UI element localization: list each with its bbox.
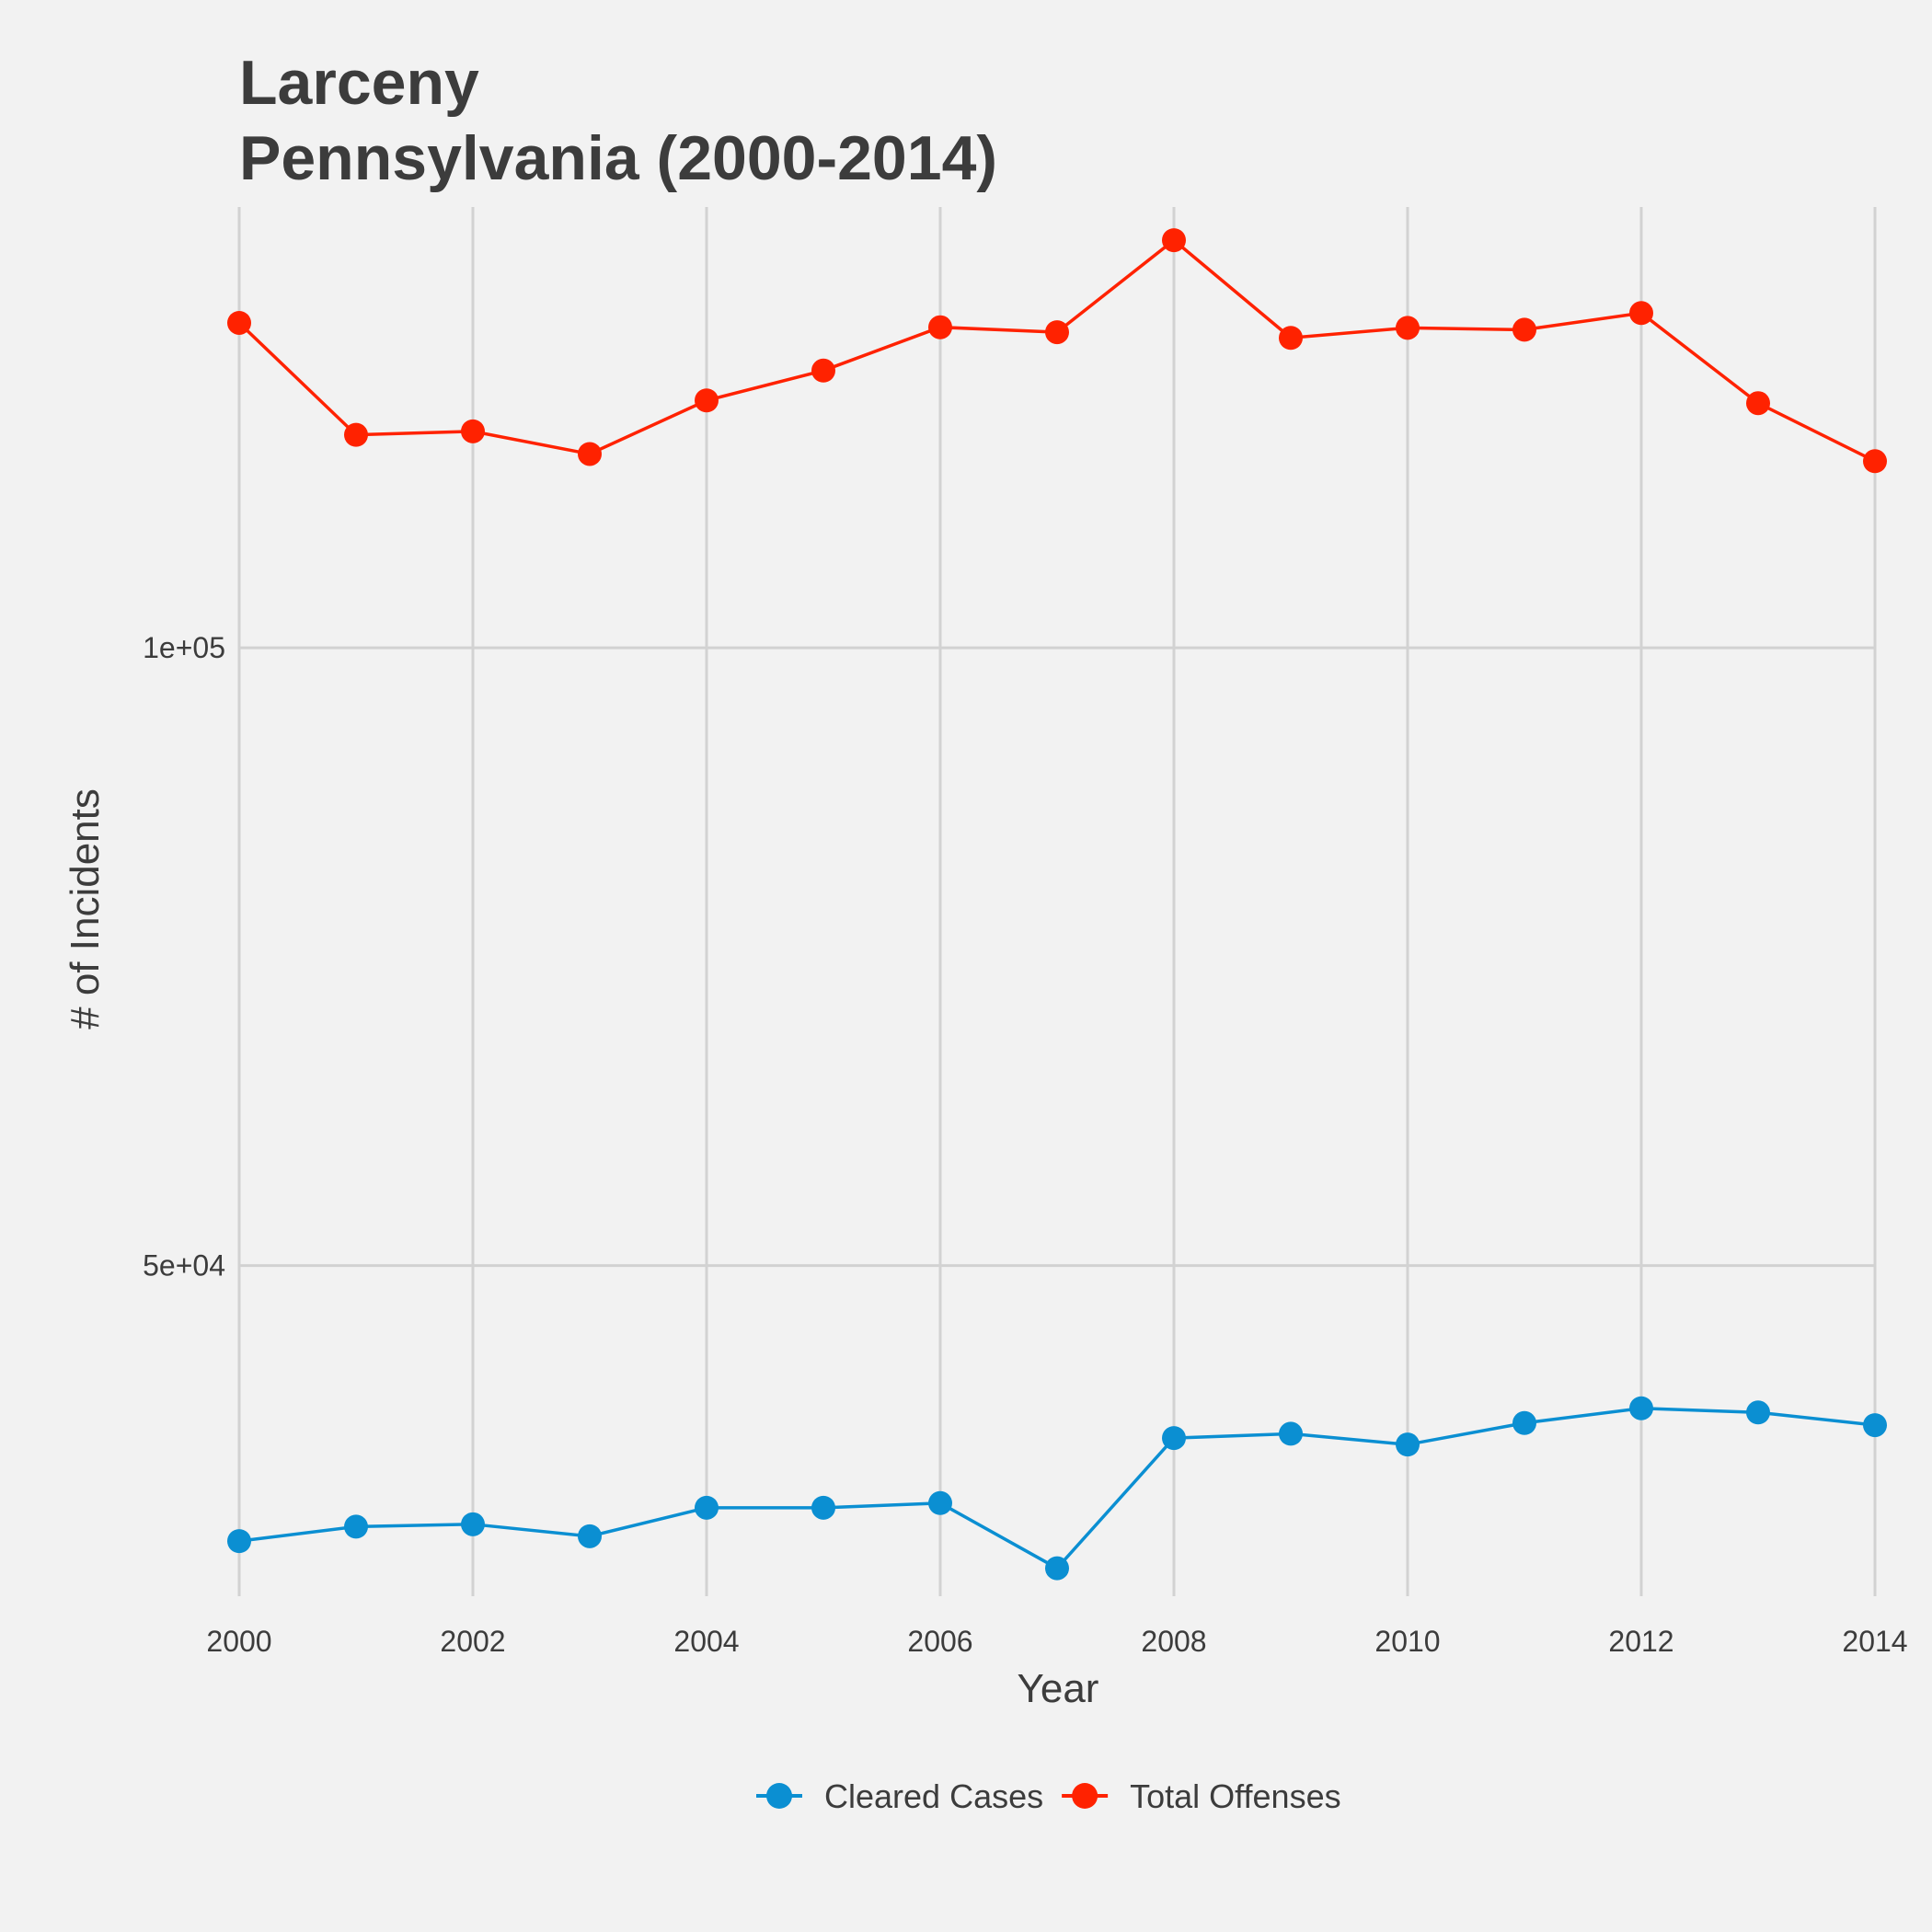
series-1-point-2001	[344, 422, 368, 447]
series-1-point-2012	[1629, 301, 1653, 326]
x-tick-label-2000: 2000	[206, 1625, 271, 1658]
series-0-point-2009	[1279, 1421, 1303, 1446]
series-1-point-2005	[811, 358, 835, 383]
series-1	[227, 228, 1887, 474]
x-axis-title: Year	[1018, 1666, 1099, 1711]
legend-label-0: Cleared Cases	[824, 1777, 1043, 1815]
series-0-point-2013	[1746, 1400, 1770, 1425]
y-axis-title: # of Incidents	[63, 788, 108, 1029]
series-1-point-2010	[1396, 316, 1420, 340]
grid	[237, 207, 1877, 1596]
legend-item-0: Cleared Cases	[756, 1777, 1043, 1815]
legend-key-point-1	[1072, 1783, 1098, 1809]
series-0-point-2008	[1162, 1426, 1186, 1451]
series-line-1	[237, 237, 1876, 463]
series-0-point-2001	[344, 1514, 368, 1539]
chart-title: Larceny Pennsylvania (2000-2014)	[239, 48, 997, 193]
x-tick-label-2010: 2010	[1374, 1625, 1440, 1658]
series-0	[227, 1396, 1887, 1581]
series-0-point-2002	[461, 1512, 485, 1536]
series-0-point-2007	[1045, 1556, 1069, 1581]
chart-title-line-2: Pennsylvania (2000-2014)	[239, 123, 997, 193]
y-tick-label-5e+04: 5e+04	[143, 1249, 225, 1282]
series-1-point-2009	[1279, 326, 1303, 351]
legend-item-1: Total Offenses	[1062, 1777, 1341, 1815]
series-0-point-2006	[928, 1490, 952, 1515]
series-line-0	[238, 1406, 1876, 1570]
series-layer	[227, 228, 1887, 1581]
series-0-point-2005	[811, 1495, 835, 1520]
axis-ticks: 2000 2002 2004 2006 2008 2010 2012 2014 5e+04 1e+…	[143, 631, 1907, 1658]
x-tick-label-2014: 2014	[1842, 1625, 1907, 1658]
series-0-point-2010	[1396, 1432, 1420, 1457]
x-tick-label-2012: 2012	[1608, 1625, 1673, 1658]
series-1-point-2007	[1045, 320, 1069, 345]
series-1-point-2004	[695, 388, 719, 413]
series-0-point-2011	[1512, 1410, 1536, 1435]
x-tick-label-2008: 2008	[1141, 1625, 1206, 1658]
series-1-point-2000	[227, 310, 251, 335]
series-1-point-2011	[1512, 317, 1536, 342]
series-1-point-2014	[1863, 449, 1887, 474]
x-tick-label-2006: 2006	[907, 1625, 972, 1658]
series-1-point-2013	[1746, 391, 1770, 416]
legend: Cleared Cases Total Offenses	[756, 1777, 1341, 1815]
legend-label-1: Total Offenses	[1130, 1777, 1340, 1815]
series-0-point-2003	[578, 1524, 602, 1548]
series-1-point-2008	[1162, 228, 1186, 253]
x-tick-label-2002: 2002	[440, 1625, 505, 1658]
chart-title-line-1: Larceny	[239, 48, 479, 118]
series-1-point-2002	[461, 419, 485, 443]
legend-key-point-0	[766, 1783, 792, 1809]
series-0-point-2012	[1629, 1396, 1653, 1420]
series-0-point-2014	[1863, 1413, 1887, 1438]
series-0-point-2004	[695, 1495, 719, 1520]
y-tick-label-1e+05: 1e+05	[143, 631, 225, 664]
series-1-point-2006	[928, 315, 952, 339]
series-0-point-2000	[227, 1529, 251, 1554]
series-1-point-2003	[578, 442, 602, 466]
x-tick-label-2004: 2004	[673, 1625, 739, 1658]
